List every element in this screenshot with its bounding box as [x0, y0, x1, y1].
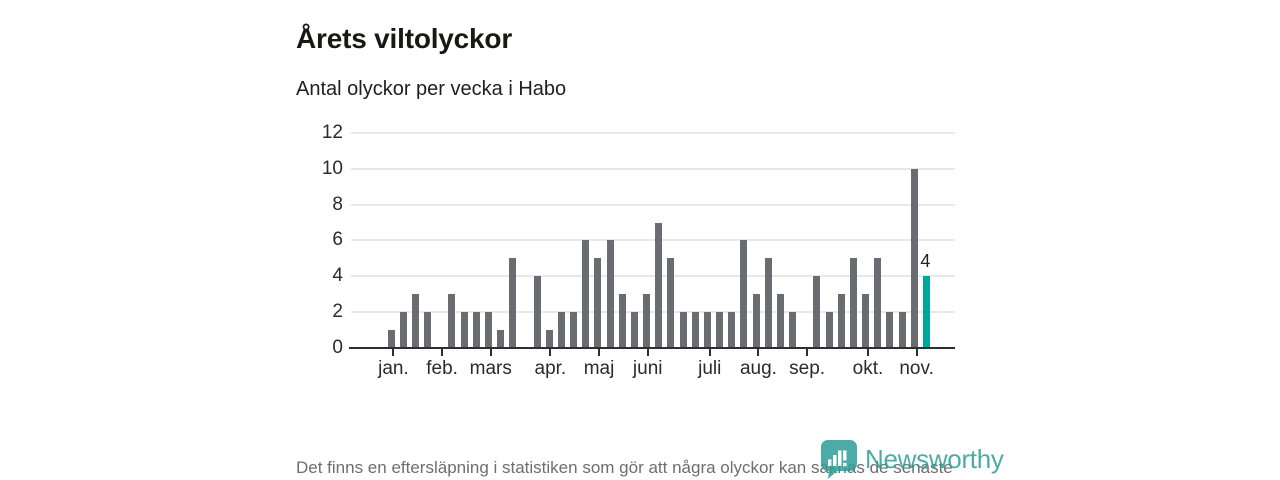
gridline — [351, 311, 955, 314]
gridline — [351, 167, 955, 170]
bar — [606, 240, 614, 348]
bar — [387, 330, 395, 348]
bar — [484, 312, 492, 348]
x-axis-label: sep. — [789, 358, 826, 379]
x-axis-label: mars — [469, 358, 512, 379]
x-axis-tick — [549, 349, 552, 356]
bar — [910, 168, 918, 348]
bar — [764, 258, 772, 348]
bar — [643, 294, 650, 348]
newsworthy-wordmark: Newsworthy — [865, 443, 1004, 474]
x-axis-label: feb. — [426, 358, 458, 379]
bar — [813, 276, 821, 348]
bar — [825, 312, 833, 348]
x-axis-tick — [708, 349, 711, 356]
bar — [497, 330, 504, 348]
bar — [448, 294, 456, 348]
bar — [570, 312, 577, 348]
y-axis-label: 8 — [332, 193, 343, 215]
bar — [740, 240, 748, 348]
x-axis-tick — [646, 349, 649, 356]
bar — [460, 312, 468, 348]
bar — [849, 258, 857, 348]
bar — [411, 294, 419, 348]
newsworthy-logo[interactable]: Newsworthy — [820, 439, 1004, 479]
bar — [837, 294, 845, 348]
bar — [667, 258, 675, 348]
bar — [862, 294, 869, 348]
bar — [679, 312, 687, 348]
y-axis-label: 12 — [321, 121, 343, 143]
bar — [728, 312, 736, 348]
newsworthy-bubble-chart-icon — [820, 439, 858, 479]
bar — [789, 312, 796, 348]
x-axis-label: apr. — [534, 358, 567, 379]
gridline — [351, 203, 955, 206]
bar — [545, 330, 553, 348]
bar — [691, 312, 699, 348]
chart-title: Årets viltolyckor — [296, 22, 513, 54]
x-axis-tick — [866, 349, 869, 356]
x-axis-tick — [757, 349, 760, 356]
x-axis-line — [349, 347, 955, 349]
bar — [655, 222, 663, 348]
bar — [886, 312, 894, 348]
bar — [716, 312, 723, 348]
gridline — [351, 239, 955, 242]
gridline — [351, 275, 955, 278]
x-axis-label: nov. — [899, 358, 934, 379]
y-axis-label: 2 — [332, 301, 343, 323]
bar — [399, 312, 407, 348]
bar — [424, 312, 431, 348]
bar — [630, 312, 638, 348]
x-axis-tick — [806, 349, 809, 356]
y-axis-label: 6 — [332, 229, 343, 251]
x-axis-tick — [441, 349, 444, 356]
bar — [752, 294, 760, 348]
bar — [618, 294, 626, 348]
bar — [582, 240, 590, 348]
x-axis-tick — [489, 349, 492, 356]
bar-value-label: 4 — [920, 251, 931, 272]
gridline — [351, 131, 955, 134]
bar — [874, 258, 882, 348]
bar — [533, 276, 541, 348]
bar — [776, 294, 784, 348]
bar — [509, 258, 517, 348]
y-axis-label: 0 — [332, 337, 343, 358]
bar-highlight — [922, 276, 930, 348]
x-axis-label: okt. — [852, 358, 884, 379]
x-axis-label: maj — [583, 358, 615, 379]
y-axis-label: 10 — [321, 157, 343, 179]
bar — [594, 258, 602, 348]
x-axis-label: jan. — [378, 358, 409, 379]
x-axis-label: juni — [632, 358, 663, 379]
x-axis-tick — [598, 349, 601, 356]
bar — [898, 312, 906, 348]
chart-subtitle: Antal olyckor per vecka i Habo — [296, 78, 567, 100]
x-axis-tick — [915, 349, 918, 356]
bar — [557, 312, 565, 348]
x-axis-label: aug. — [739, 358, 777, 379]
x-axis-tick — [392, 349, 395, 356]
x-axis-label: juli — [698, 358, 722, 379]
footer-note: Det finns en eftersläpning i statistiken… — [296, 458, 953, 477]
y-axis-label: 4 — [332, 265, 343, 287]
bar — [472, 312, 480, 348]
bar — [703, 312, 711, 348]
